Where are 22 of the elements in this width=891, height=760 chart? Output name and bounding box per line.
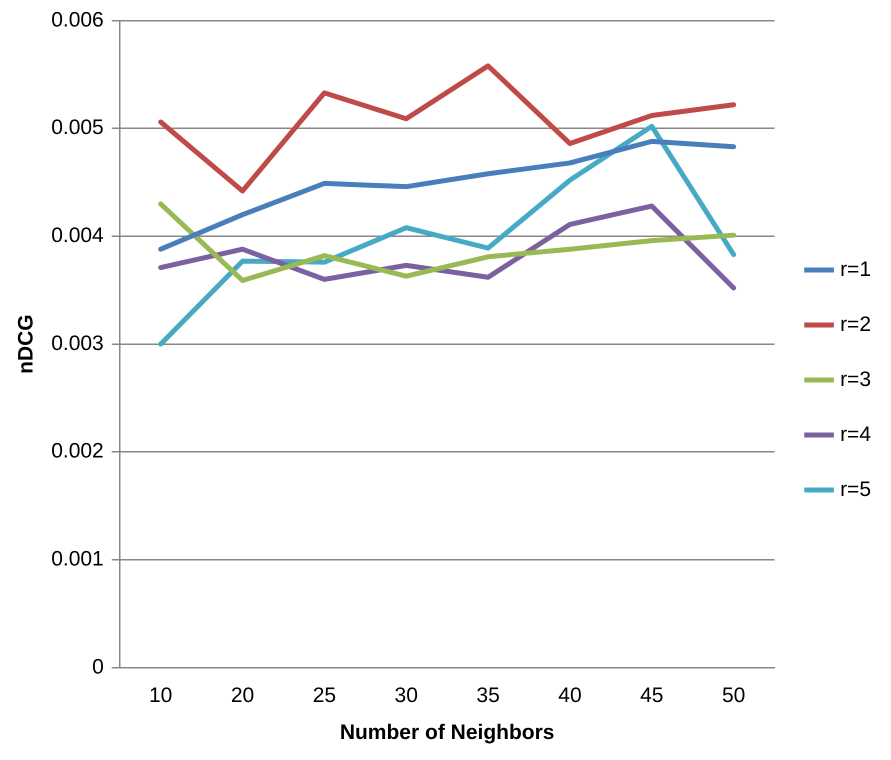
legend-label: r=3 bbox=[840, 368, 871, 391]
y-tick-label: 0.004 bbox=[51, 224, 104, 248]
x-tick-label: 35 bbox=[476, 684, 500, 707]
y-tick-label: 0.001 bbox=[51, 548, 104, 571]
legend-label: r=2 bbox=[840, 312, 871, 336]
legend-label: r=1 bbox=[840, 258, 871, 281]
x-tick-label: 25 bbox=[312, 684, 336, 707]
y-tick-label: 0.005 bbox=[51, 116, 104, 140]
x-tick-label: 40 bbox=[558, 684, 582, 707]
y-axis-title: nDCG bbox=[14, 314, 38, 374]
x-tick-label: 20 bbox=[230, 684, 254, 707]
x-tick-label: 30 bbox=[394, 684, 418, 707]
x-axis-title: Number of Neighbors bbox=[340, 721, 554, 744]
y-tick-label: 0.002 bbox=[51, 440, 104, 463]
legend-label: r=5 bbox=[840, 478, 871, 501]
x-tick-label: 50 bbox=[722, 684, 746, 707]
legend-label: r=4 bbox=[840, 422, 872, 446]
y-tick-label: 0 bbox=[92, 655, 104, 678]
x-tick-label: 10 bbox=[148, 684, 172, 707]
y-tick-label: 0.006 bbox=[51, 8, 104, 32]
x-tick-label: 45 bbox=[640, 684, 664, 707]
y-tick-label: 0.003 bbox=[51, 332, 104, 355]
